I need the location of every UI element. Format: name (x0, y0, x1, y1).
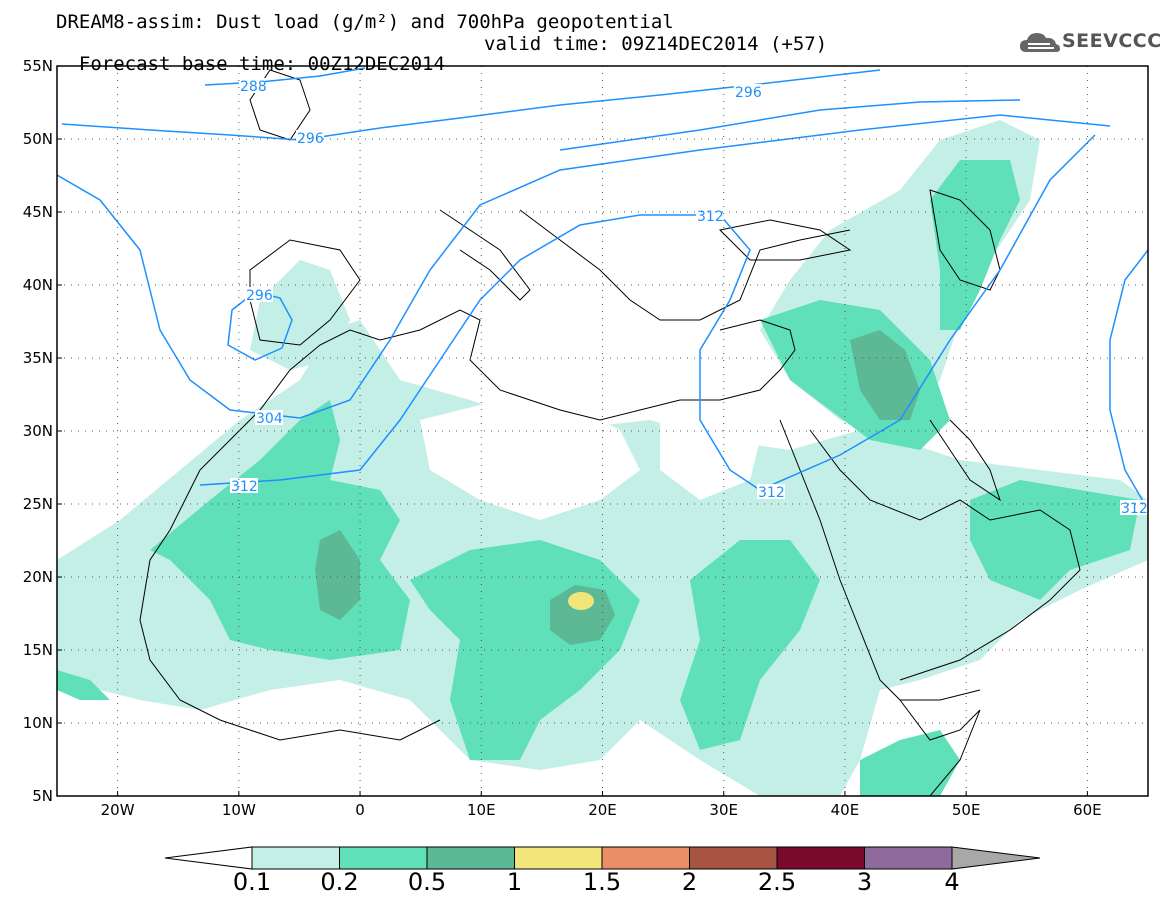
colorbar-segment (426, 846, 515, 870)
colorbar-segment (251, 846, 340, 870)
contour-label: 304 (256, 411, 283, 427)
dust-region-mid-africa-w (57, 670, 110, 700)
lon-label: 30E (709, 801, 738, 819)
geopotential-contours (57, 67, 1148, 511)
lon-label: 60E (1073, 801, 1102, 819)
colorbar-segment (864, 846, 953, 870)
coast-balkans (519, 209, 851, 321)
lat-label: 5N (32, 787, 53, 805)
contour-304 (57, 114, 1111, 419)
axis-ticks (57, 65, 1088, 797)
dust-region-high-iraq (850, 330, 920, 420)
lat-label: 55N (23, 57, 53, 75)
coast-iberia (249, 239, 361, 346)
coast-black-sea (718, 219, 852, 261)
lon-label: 10E (467, 801, 496, 819)
contour-label: 296 (297, 131, 324, 147)
contour-labels: 288 296 296 312 296 304 312 312 312 (230, 78, 1148, 517)
lat-label: 25N (23, 495, 53, 513)
lat-label: 10N (23, 714, 53, 732)
lon-label: 10W (222, 801, 256, 819)
contour-label: 312 (697, 209, 724, 225)
gridlines (57, 66, 1148, 796)
latitude-labels: 55N 50N 45N 40N 35N 30N 25N 20N 15N 10N 5N (23, 57, 53, 805)
dust-region-high-mali (315, 530, 360, 620)
contour-296-north (61, 69, 881, 141)
cloud-logo-icon (1020, 33, 1060, 52)
colorbar-segment (339, 846, 428, 870)
dust-region-mid-sudan (680, 540, 820, 750)
colorbar-label: 2 (681, 868, 698, 896)
coast-caspian (929, 189, 1001, 291)
coast-sw-africa (139, 469, 441, 741)
colorbar-label: 4 (944, 868, 960, 896)
clear-region-egypt (660, 410, 760, 500)
contour-label: 288 (240, 79, 267, 95)
colorbar-label: 0.5 (407, 868, 447, 896)
forecast-base-time: Forecast base time: 00Z12DEC2014 (78, 53, 445, 75)
coastlines (139, 69, 1081, 796)
coast-arabia (809, 429, 1081, 681)
valid-time: valid time: 09Z14DEC2014 (+57) (484, 33, 828, 55)
lon-label: 20W (101, 801, 135, 819)
lat-label: 50N (23, 130, 53, 148)
coast-italy (439, 209, 531, 301)
colorbar-label: 0.2 (320, 868, 359, 896)
lat-label: 45N (23, 203, 53, 221)
contour-label: 312 (1121, 501, 1148, 517)
lat-label: 20N (23, 568, 53, 586)
colorbar-segment (514, 846, 603, 870)
contour-312-east (1109, 249, 1148, 511)
colorbar-label: 3 (856, 868, 873, 896)
coast-gulf (929, 419, 1001, 502)
colorbar-high-arrow (951, 846, 1041, 870)
contour-label: 296 (246, 288, 273, 304)
lon-label: 40E (831, 801, 860, 819)
contour-label: 312 (758, 485, 785, 501)
colorbar-label: 2.5 (757, 868, 797, 896)
colorbar-segment (776, 846, 865, 870)
dust-region-mid-somalia (860, 730, 960, 796)
dust-peak-chad (568, 592, 594, 610)
colorbar-label: 0.1 (232, 868, 272, 896)
coast-west-africa (199, 309, 796, 471)
lat-label: 30N (23, 422, 53, 440)
dust-fields (57, 120, 1148, 796)
colorbar (164, 846, 1041, 870)
lat-label: 40N (23, 276, 53, 294)
seevccc-logo: SEEVCCC (1018, 28, 1161, 58)
title-line-1: DREAM8-assim: Dust load (g/m²) and 700hP… (56, 11, 674, 33)
coast-horn (899, 699, 981, 796)
contour-label: 296 (735, 85, 762, 101)
title-line-2: Forecast base time: 00Z12DEC2014 valid t… (56, 34, 827, 94)
lat-label: 15N (23, 641, 53, 659)
dust-region-mid-gulf (970, 480, 1140, 600)
colorbar-label: 1.5 (582, 868, 622, 896)
colorbar-low-arrow (164, 846, 253, 870)
colorbar-segment (689, 846, 778, 870)
contour-label: 312 (231, 479, 258, 495)
lon-label: 20E (588, 801, 617, 819)
lat-label: 35N (23, 349, 53, 367)
longitude-labels: 20W 10W 0 10E 20E 30E 40E 50E 60E (101, 801, 1102, 819)
contour-288 (204, 67, 366, 86)
colorbar-label: 1 (506, 868, 523, 896)
dust-region-high-chad (550, 585, 615, 645)
logo-text: SEEVCCC (1062, 30, 1162, 52)
coast-red-sea (779, 419, 981, 701)
contour-296-east (559, 99, 1021, 151)
dust-region-mid-caspian (930, 160, 1020, 330)
lon-label: 0 (355, 801, 365, 819)
lon-label: 50E (952, 801, 981, 819)
contour-312-main (199, 134, 1096, 491)
colorbar-segment (601, 846, 690, 870)
clear-region-sahara (420, 400, 640, 520)
